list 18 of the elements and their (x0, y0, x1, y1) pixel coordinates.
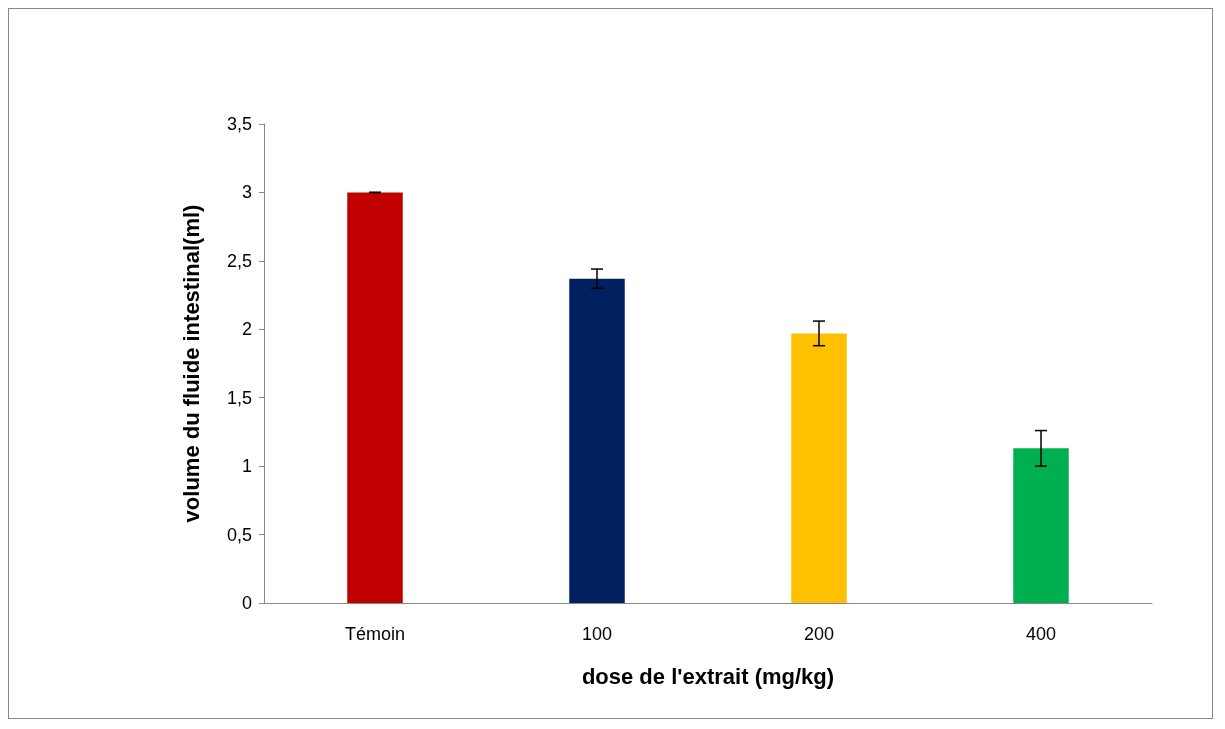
y-tick-label: 0 (241, 593, 252, 613)
y-tick-label: 2 (241, 319, 252, 340)
y-tick-label: 2,5 (226, 250, 252, 271)
y-tick-label: 0,5 (226, 524, 252, 545)
y-tick-label: 3 (241, 182, 252, 203)
x-tick-label: Témoin (344, 624, 406, 644)
bar (1013, 448, 1069, 603)
x-tick-label: 200 (803, 624, 835, 644)
bar (791, 333, 847, 603)
y-tick-label: 3,5 (226, 114, 252, 134)
bar (347, 192, 403, 603)
x-axis-title: dose de l'extrait (mg/kg) (581, 663, 835, 689)
x-tick-label: 400 (1025, 624, 1057, 644)
bar (569, 278, 625, 603)
y-axis-title: volume du fluide intestinal(ml) (178, 204, 204, 523)
x-tick-label: 100 (581, 624, 613, 644)
y-tick-label: 1 (241, 456, 252, 477)
y-tick-label: 1,5 (226, 387, 252, 408)
